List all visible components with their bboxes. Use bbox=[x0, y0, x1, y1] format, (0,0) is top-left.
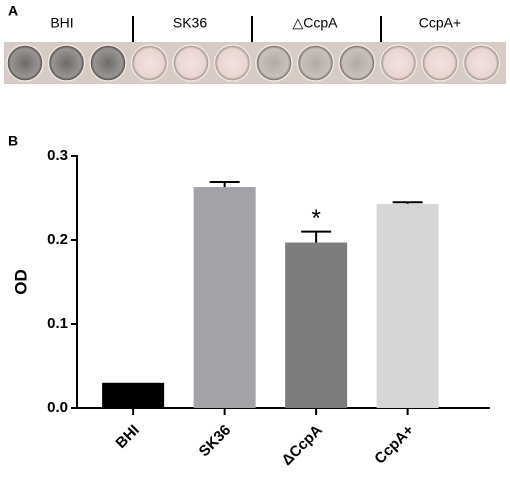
x-tick-label: ΔCcpA bbox=[278, 421, 325, 468]
well bbox=[462, 44, 501, 82]
group-label: CcpA+ bbox=[419, 15, 461, 31]
panel-label: B bbox=[8, 133, 18, 149]
well bbox=[421, 44, 459, 82]
well bbox=[172, 44, 210, 82]
well bbox=[338, 44, 376, 82]
error-bar bbox=[209, 181, 240, 188]
group-label: SK36 bbox=[173, 15, 207, 31]
y-tick-label: 0.3 bbox=[47, 147, 68, 164]
bar bbox=[285, 242, 348, 408]
well bbox=[296, 44, 335, 82]
well bbox=[255, 44, 293, 82]
annotation: * bbox=[311, 205, 320, 232]
panel-label: A bbox=[8, 3, 18, 19]
bar bbox=[376, 203, 439, 408]
y-tick-label: 0.0 bbox=[47, 399, 68, 416]
group-label: △CcpA bbox=[292, 15, 338, 31]
x-tick-label: CcpA+ bbox=[371, 421, 417, 467]
error-bar bbox=[392, 201, 423, 204]
well bbox=[379, 44, 418, 82]
well bbox=[47, 44, 86, 82]
y-axis-label: OD bbox=[11, 269, 30, 295]
bar bbox=[102, 382, 165, 408]
well bbox=[89, 44, 127, 82]
group-label: BHI bbox=[50, 15, 73, 31]
x-tick-label: BHI bbox=[112, 422, 142, 452]
x-tick-label: SK36 bbox=[196, 422, 235, 461]
well bbox=[6, 44, 44, 82]
well bbox=[130, 44, 169, 82]
well bbox=[213, 44, 252, 82]
y-tick-label: 0.1 bbox=[47, 315, 68, 332]
error-bar bbox=[301, 230, 332, 243]
bar bbox=[193, 187, 256, 408]
well-plate: BHI SK36 △CcpA CcpA+ bbox=[4, 15, 506, 84]
y-tick-label: 0.2 bbox=[47, 231, 68, 248]
